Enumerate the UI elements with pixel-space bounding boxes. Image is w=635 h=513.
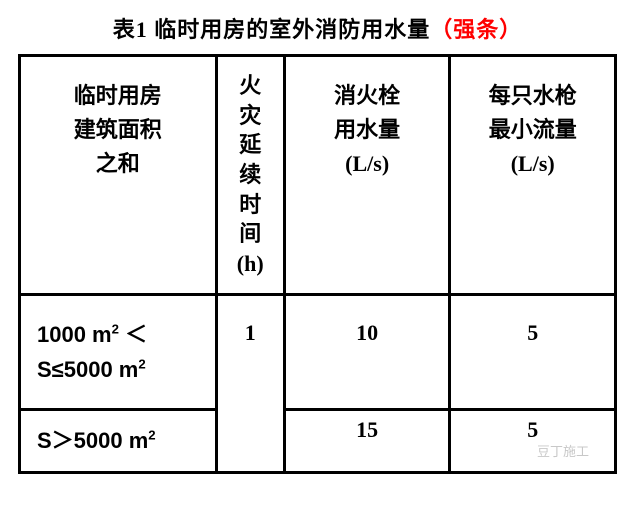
- header-hydrant-flow: 消火栓用水量(L/s): [284, 56, 450, 295]
- cell-area-range-1: 1000 m2 ＜S≤5000 m2: [20, 294, 217, 409]
- cell-duration: 1: [216, 294, 284, 472]
- table-caption: 表1 临时用房的室外消防用水量（强条）: [18, 12, 617, 44]
- table-header-row: 临时用房建筑面积之和 火 灾 延 续 时 间 (h) 消火栓用水量(L/s) 每…: [20, 56, 616, 295]
- table-row: S＞5000 m2 15 5: [20, 409, 616, 472]
- caption-text: 表1 临时用房的室外消防用水量: [113, 17, 431, 42]
- header-area-sum: 临时用房建筑面积之和: [20, 56, 217, 295]
- table-row: 1000 m2 ＜S≤5000 m2 1 10 5: [20, 294, 616, 409]
- fire-water-table: 临时用房建筑面积之和 火 灾 延 续 时 间 (h) 消火栓用水量(L/s) 每…: [18, 54, 617, 474]
- header-gun-min-flow: 每只水枪最小流量(L/s): [450, 56, 616, 295]
- cell-gunmin-2: 5: [450, 409, 616, 472]
- header-fire-duration: 火 灾 延 续 时 间 (h): [216, 56, 284, 295]
- cell-area-range-2: S＞5000 m2: [20, 409, 217, 472]
- cell-hydrant-2: 15: [284, 409, 450, 472]
- cell-gunmin-1: 5: [450, 294, 616, 409]
- caption-strong-clause: （强条）: [430, 17, 522, 42]
- cell-hydrant-1: 10: [284, 294, 450, 409]
